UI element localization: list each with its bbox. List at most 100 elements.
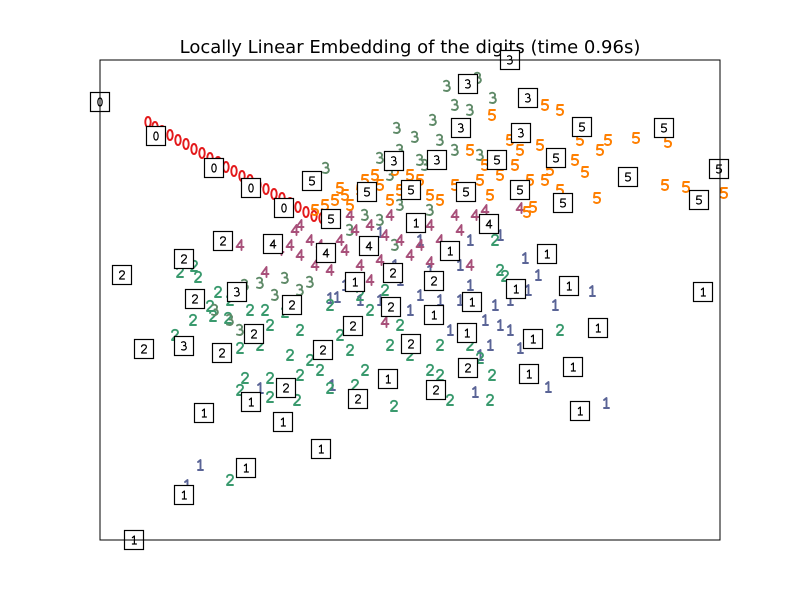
digit-2-point — [488, 368, 496, 381]
digit-2-point — [214, 285, 222, 298]
digit-3-point — [361, 208, 369, 221]
thumbnail-digit-image — [191, 294, 199, 304]
digit-2-point — [366, 303, 374, 316]
thumbnail-digit-image — [493, 155, 501, 165]
digit-3-point — [226, 313, 234, 326]
digit-3-point — [476, 148, 484, 161]
digit-4-point — [425, 256, 435, 268]
digit-1-point — [467, 279, 474, 291]
digit-2-point — [361, 363, 369, 376]
thumbnail-digit-image — [288, 300, 296, 310]
digit-2-thumbnail — [184, 288, 206, 310]
digit-2-thumbnail — [457, 357, 479, 379]
thumbnail-digit-image — [407, 185, 415, 195]
digit-4-point — [295, 249, 305, 261]
digit-5-point — [556, 104, 564, 116]
digit-3-point — [256, 276, 264, 289]
digit-2-thumbnail — [312, 339, 334, 361]
digit-5-point — [661, 179, 669, 191]
thumbnail-digit-image — [464, 363, 472, 373]
digit-3-point — [376, 151, 384, 164]
digit-5-thumbnail — [545, 147, 567, 169]
digit-5-point — [376, 179, 384, 191]
digit-2-thumbnail — [342, 315, 364, 337]
thumbnail-digit-image — [322, 248, 330, 258]
digit-2-thumbnail — [275, 377, 297, 399]
digit-1-point — [535, 269, 542, 281]
thumbnail-digit-image — [464, 328, 471, 338]
digit-2-point — [189, 313, 197, 326]
digit-4-point — [340, 244, 350, 256]
digit-1-point — [457, 259, 464, 271]
thumbnail-digit-image — [363, 187, 371, 197]
digit-4-point — [260, 266, 270, 278]
digit-thumbnails — [89, 49, 730, 551]
digit-5-point — [546, 164, 554, 176]
digit-5-point — [496, 169, 504, 181]
digit-2-thumbnail — [173, 248, 195, 270]
digit-1-point — [417, 289, 424, 301]
thumbnail-digit-image — [517, 128, 524, 138]
digit-4-point — [290, 224, 300, 236]
digit-5-point — [426, 189, 434, 201]
digit-2-point — [390, 399, 398, 412]
thumbnail-digit-image — [430, 276, 438, 286]
digit-5-point — [529, 201, 537, 213]
digit-4-point — [295, 219, 305, 231]
digit-3-point — [451, 143, 459, 156]
thumbnail-digit-image — [524, 93, 531, 103]
digit-4-point — [365, 219, 375, 231]
digit-5-point — [336, 182, 344, 194]
digit-2-point — [346, 343, 354, 356]
digit-0-thumbnail — [203, 157, 225, 179]
digit-4-point — [310, 259, 320, 271]
digit-1-point — [552, 299, 559, 311]
digit-1-thumbnail — [456, 322, 478, 344]
digit-2-point — [266, 390, 274, 403]
thumbnail-digit-image — [485, 219, 493, 229]
digit-2-thumbnail — [281, 294, 303, 316]
digit-3-point — [306, 275, 314, 288]
digit-4-point — [380, 229, 390, 241]
thumbnail-digit-image — [464, 79, 471, 89]
digit-5-point — [311, 204, 319, 216]
digit-1-thumbnail — [522, 328, 544, 350]
thumbnail-digit-image — [387, 302, 395, 312]
digit-1-point — [487, 339, 494, 351]
digit-3-point — [281, 271, 289, 284]
digit-5-point — [541, 99, 549, 111]
digit-1-thumbnail — [569, 400, 591, 422]
digit-3-thumbnail — [173, 335, 195, 357]
digit-1-point — [447, 324, 454, 336]
thumbnail-digit-image — [318, 444, 325, 454]
digit-0-thumbnail — [273, 197, 295, 219]
digit-3-point — [396, 198, 404, 211]
digit-0-point — [190, 143, 198, 155]
thumbnail-digit-image — [530, 334, 537, 344]
thumbnail-digit-image — [327, 214, 335, 224]
digit-4-point — [305, 234, 315, 246]
digit-5-thumbnail — [571, 116, 593, 138]
digit-5-thumbnail — [455, 181, 477, 203]
digit-2-point — [486, 393, 494, 406]
digit-1-point — [472, 386, 479, 398]
digit-5-point — [571, 154, 579, 166]
thumbnail-digit-image — [153, 131, 159, 141]
digit-4-thumbnail — [315, 242, 337, 264]
digit-4-point — [415, 239, 425, 251]
digit-2-point — [316, 363, 324, 376]
digit-2-point — [241, 371, 249, 384]
digit-1-thumbnail — [272, 411, 294, 433]
digit-2-thumbnail — [133, 338, 155, 360]
digit-3-point — [466, 103, 474, 116]
thumbnail-digit-image — [280, 417, 287, 427]
digit-1-point — [407, 304, 414, 316]
digit-5-point — [664, 136, 672, 148]
digit-2-point — [381, 283, 389, 296]
thumbnail-digit-image — [269, 239, 277, 249]
digit-4-thumbnail — [358, 235, 380, 257]
thumbnail-digit-image — [660, 123, 668, 133]
thumbnail-digit-image — [566, 281, 573, 291]
digit-1-point — [467, 234, 474, 246]
digit-2-point — [246, 303, 254, 316]
